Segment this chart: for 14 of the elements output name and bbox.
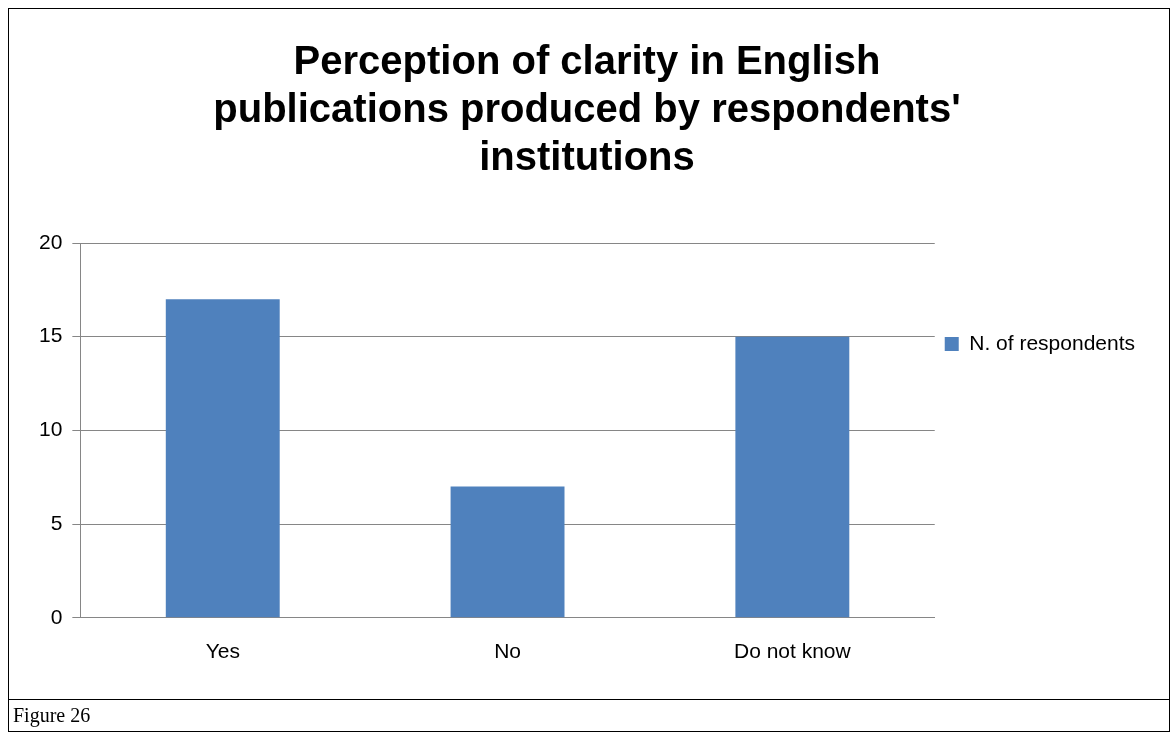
y-tick-label: 5 xyxy=(50,510,63,534)
bar xyxy=(165,299,280,618)
x-tick-label: Do not know xyxy=(733,639,852,663)
x-tick-label: No xyxy=(494,639,521,663)
y-tick-label: 15 xyxy=(39,323,63,347)
bar xyxy=(735,336,850,618)
chart-title: Perception of clarity in English publications produced by respondents' institutions xyxy=(213,38,961,179)
x-tick-label: Yes xyxy=(205,639,240,663)
legend-label: N. of respondents xyxy=(969,330,1135,354)
bar xyxy=(450,486,565,618)
y-tick-label: 10 xyxy=(39,417,63,441)
caption: Figure 26 xyxy=(12,703,92,729)
y-tick-label: 0 xyxy=(50,604,63,628)
y-tick-label: 20 xyxy=(39,229,63,253)
